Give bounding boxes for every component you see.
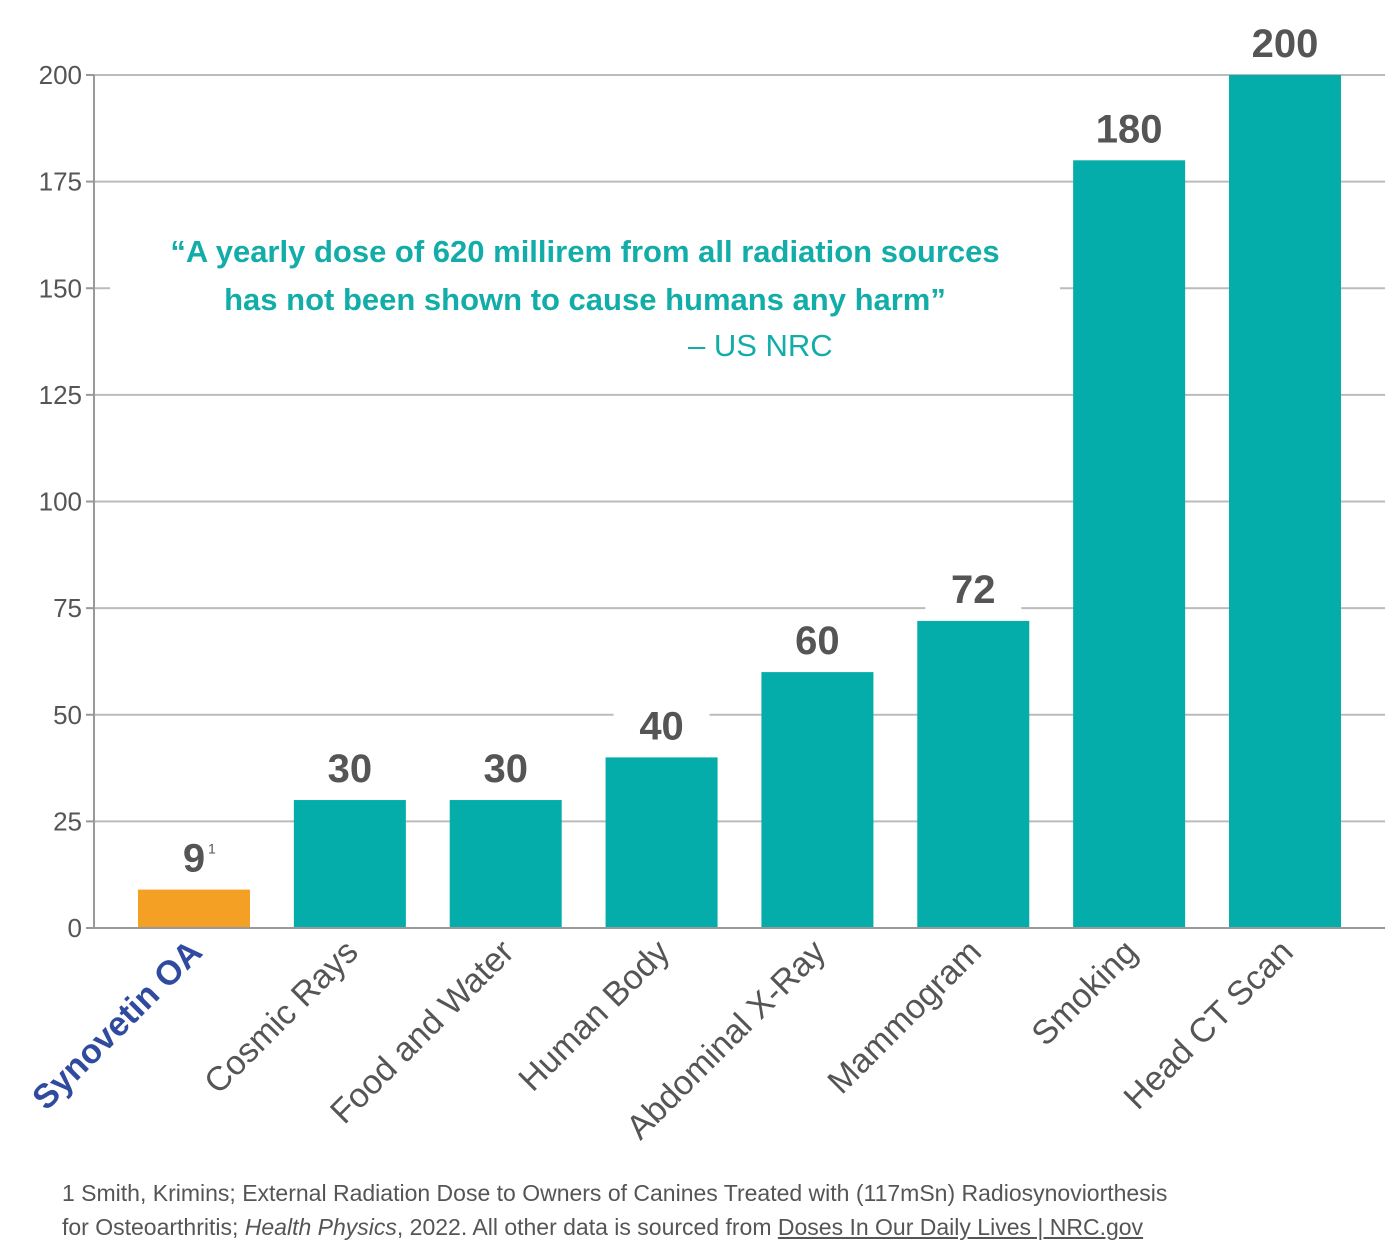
footnote-marker: 1 bbox=[208, 841, 216, 857]
journal-name: Health Physics bbox=[244, 1214, 397, 1240]
gridlines bbox=[94, 74, 1385, 929]
footnote-text-c: , 2022. All other data is sourced from bbox=[396, 1214, 778, 1240]
data-label-bg bbox=[146, 835, 242, 880]
x-category-label: Mammogram bbox=[820, 933, 988, 1101]
bars bbox=[138, 75, 1341, 929]
y-tick-label: 150 bbox=[39, 273, 82, 303]
footnote-line-1: 1 Smith, Krimins; External Radiation Dos… bbox=[62, 1180, 1168, 1206]
data-label-bg bbox=[1081, 106, 1178, 151]
data-label-bg bbox=[1237, 21, 1333, 65]
data-label-bg bbox=[925, 566, 1022, 611]
bar-food-and-water bbox=[449, 800, 562, 928]
data-label: 9 bbox=[183, 837, 205, 881]
x-category-label: Cosmic Rays bbox=[197, 933, 365, 1101]
data-label: 180 bbox=[1096, 107, 1163, 151]
quote-line-1: “A yearly dose of 620 millirem from all … bbox=[170, 234, 1000, 269]
bar-cosmic-rays bbox=[293, 800, 406, 928]
footnote: 1 Smith, Krimins; External Radiation Dos… bbox=[62, 1176, 1382, 1244]
bar-head-ct-scan bbox=[1229, 75, 1341, 928]
data-label: 72 bbox=[951, 568, 996, 612]
data-label: 30 bbox=[328, 747, 373, 791]
bar-chart: 0 25 50 75 100 125 150 175 200 9 1 30 30 40 60 72 180 20… bbox=[25, 21, 1385, 1147]
data-label: 30 bbox=[483, 747, 528, 791]
bar-human-body bbox=[605, 757, 718, 928]
y-axis: 0 25 50 75 100 125 150 175 200 bbox=[39, 60, 95, 943]
bar-smoking bbox=[1073, 160, 1186, 929]
x-category-label: Human Body bbox=[511, 933, 677, 1099]
footnote-line-2: for Osteoarthritis; Health Physics, 2022… bbox=[62, 1210, 1382, 1244]
source-link[interactable]: Doses In Our Daily Lives | NRC.gov bbox=[777, 1214, 1144, 1240]
y-tick-label: 100 bbox=[39, 487, 82, 517]
y-tick-label: 200 bbox=[39, 60, 82, 90]
data-label-bg bbox=[613, 703, 710, 748]
footnote-text-a: for Osteoarthritis; bbox=[62, 1214, 245, 1240]
data-label-bg bbox=[301, 746, 398, 791]
quote-box: “A yearly dose of 620 millirem from all … bbox=[110, 232, 1060, 367]
data-label: 200 bbox=[1252, 22, 1319, 66]
y-tick-label: 0 bbox=[68, 913, 82, 943]
y-tick-label: 25 bbox=[53, 806, 82, 836]
bar-synovetin-oa bbox=[138, 889, 250, 928]
x-category-label: Smoking bbox=[1024, 933, 1144, 1053]
x-category-label: Head CT Scan bbox=[1117, 933, 1301, 1117]
data-label-bg bbox=[769, 618, 866, 663]
x-category-label: Synovetin OA bbox=[25, 933, 210, 1118]
bar-abdominal-x-ray bbox=[761, 672, 874, 928]
y-tick-label: 75 bbox=[53, 593, 82, 623]
data-label-bg bbox=[457, 746, 554, 791]
data-labels: 9 1 30 30 40 60 72 180 200 bbox=[146, 21, 1333, 881]
quote-source: – US NRC bbox=[688, 328, 833, 363]
bar-mammogram bbox=[917, 620, 1030, 928]
data-label: 40 bbox=[639, 704, 684, 748]
y-tick-label: 175 bbox=[39, 167, 82, 197]
data-label: 60 bbox=[795, 619, 840, 663]
y-tick-label: 50 bbox=[53, 700, 82, 730]
quote-line-2: has not been shown to cause humans any h… bbox=[224, 282, 946, 317]
y-tick-label: 125 bbox=[39, 380, 82, 410]
